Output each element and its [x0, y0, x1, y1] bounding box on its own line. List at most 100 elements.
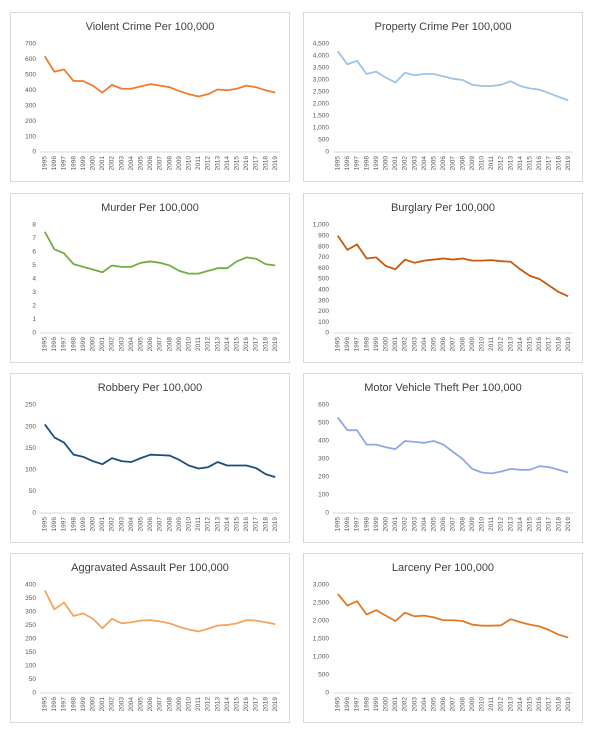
x-tick-label: 2000 — [90, 156, 97, 171]
chart-title: Aggravated Assault Per 100,000 — [71, 562, 229, 574]
x-tick-label: 2004 — [128, 517, 135, 532]
x-tick-label: 2012 — [205, 697, 212, 712]
y-tick-label: 150 — [25, 649, 36, 656]
y-tick-label: 800 — [318, 243, 329, 250]
x-tick-label: 2000 — [383, 697, 390, 712]
x-tick-label: 2013 — [214, 517, 221, 532]
x-tick-label: 2007 — [450, 697, 457, 712]
y-tick-label: 200 — [25, 118, 36, 125]
x-tick-label: 2017 — [546, 156, 553, 171]
x-tick-label: 2013 — [507, 517, 514, 532]
y-tick-label: 500 — [25, 72, 36, 79]
x-tick-label: 1995 — [335, 156, 342, 171]
y-tick-label: 1 — [32, 316, 36, 323]
x-tick-label: 2016 — [536, 697, 543, 712]
y-tick-label: 500 — [318, 420, 329, 427]
x-tick-label: 2017 — [546, 697, 553, 712]
x-tick-label: 2015 — [234, 156, 241, 171]
y-tick-label: 300 — [318, 297, 329, 304]
y-tick-label: 100 — [25, 467, 36, 474]
x-tick-label: 2010 — [186, 156, 193, 171]
y-tick-label: 500 — [318, 137, 329, 144]
x-tick-label: 2014 — [517, 156, 524, 171]
line — [43, 589, 276, 633]
y-tick-label: 3 — [32, 289, 36, 296]
x-tick-label: 2018 — [262, 156, 269, 171]
x-tick-label: 2012 — [498, 156, 505, 171]
x-tick-label: 2000 — [90, 517, 97, 532]
x-tick-label: 1999 — [80, 156, 87, 171]
x-tick-label: 1997 — [354, 697, 361, 712]
x-tick-label: 2000 — [383, 337, 390, 352]
x-tick-label: 1995 — [42, 337, 49, 352]
x-tick-label: 2009 — [469, 697, 476, 712]
x-tick-label: 2002 — [402, 156, 409, 171]
y-tick-label: 2,500 — [313, 600, 330, 607]
y-tick-label: 4,500 — [313, 41, 330, 48]
x-tick-label: 2008 — [459, 156, 466, 171]
y-tick-label: 300 — [318, 456, 329, 463]
x-tick-label: 2014 — [517, 697, 524, 712]
x-tick-label: 2017 — [253, 156, 260, 171]
panel-border — [10, 193, 290, 363]
x-tick-label: 2005 — [138, 697, 145, 712]
line — [337, 235, 569, 298]
x-tick-label: 2006 — [147, 697, 154, 712]
x-tick-label: 1998 — [70, 697, 77, 712]
chart-panel: Larceny Per 100,000 0 500 1,000 1,500 2,000 2,… — [303, 553, 583, 723]
x-tick-label: 2016 — [243, 337, 250, 352]
x-tick-label: 2019 — [272, 156, 279, 171]
y-tick-label: 0 — [32, 510, 36, 517]
y-tick-label: 600 — [25, 56, 36, 63]
x-tick-label: 1999 — [373, 337, 380, 352]
x-tick-label: 2006 — [147, 156, 154, 171]
x-tick-label: 2008 — [459, 697, 466, 712]
y-tick-label: 1,000 — [313, 125, 330, 132]
x-tick-label: 2002 — [109, 337, 116, 352]
x-tick-label: 2007 — [157, 517, 164, 532]
x-tick-label: 1998 — [70, 337, 77, 352]
x-tick-label: 2010 — [479, 337, 486, 352]
y-tick-label: 2,500 — [313, 89, 330, 96]
x-tick-label: 2002 — [402, 337, 409, 352]
y-tick-label: 4,000 — [313, 53, 330, 60]
x-tick-label: 2007 — [450, 517, 457, 532]
y-tick-label: 2,000 — [313, 618, 330, 625]
y-tick-label: 150 — [25, 445, 36, 452]
panel-border — [303, 12, 583, 182]
x-tick-label: 2018 — [555, 697, 562, 712]
y-tick-label: 1,000 — [313, 222, 330, 229]
y-tick-label: 400 — [25, 582, 36, 589]
x-tick-label: 2010 — [479, 156, 486, 171]
x-tick-label: 1995 — [335, 337, 342, 352]
y-tick-label: 50 — [29, 488, 37, 495]
x-tick-label: 2005 — [431, 337, 438, 352]
x-tick-label: 1995 — [42, 697, 49, 712]
chart-title: Larceny Per 100,000 — [392, 562, 494, 574]
x-tick-label: 2006 — [147, 517, 154, 532]
x-tick-label: 2009 — [469, 517, 476, 532]
x-tick-label: 2004 — [421, 697, 428, 712]
x-tick-label: 2017 — [253, 337, 260, 352]
y-tick-label: 700 — [25, 41, 36, 48]
x-tick-label: 2003 — [118, 156, 125, 171]
x-tick-label: 2003 — [118, 517, 125, 532]
y-tick-label: 400 — [318, 438, 329, 445]
x-tick-label: 2017 — [253, 517, 260, 532]
x-tick-label: 2008 — [459, 337, 466, 352]
x-tick-label: 2002 — [402, 697, 409, 712]
x-tick-label: 2019 — [565, 697, 572, 712]
y-tick-label: 600 — [318, 265, 329, 272]
x-tick-label: 2003 — [411, 517, 418, 532]
y-tick-label: 300 — [25, 609, 36, 616]
x-tick-label: 1995 — [42, 156, 49, 171]
y-tick-label: 1,500 — [313, 113, 330, 120]
x-tick-label: 2016 — [243, 517, 250, 532]
x-tick-label: 2001 — [392, 517, 399, 532]
y-tick-label: 100 — [25, 663, 36, 670]
x-tick-label: 2005 — [431, 517, 438, 532]
x-tick-label: 2018 — [262, 337, 269, 352]
x-tick-label: 1996 — [344, 517, 351, 532]
x-tick-label: 2003 — [118, 337, 125, 352]
x-tick-label: 2005 — [431, 697, 438, 712]
